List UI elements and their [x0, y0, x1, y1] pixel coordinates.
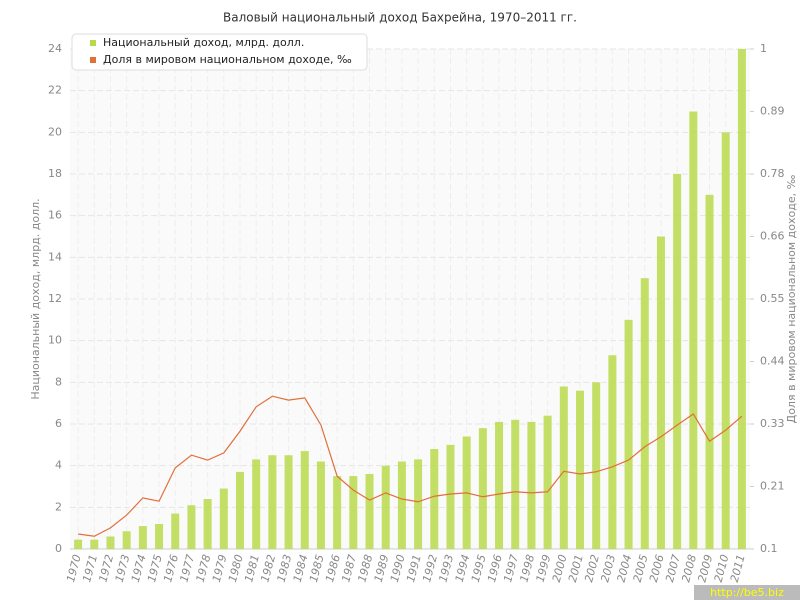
bar — [349, 476, 358, 549]
bar — [106, 536, 115, 549]
bar — [673, 174, 682, 549]
bar — [624, 319, 633, 549]
bar — [268, 455, 277, 549]
y-tick-label: 16 — [48, 209, 62, 222]
bar — [656, 236, 665, 549]
y2-tick-label: 0.33 — [760, 417, 785, 430]
watermark-bg — [694, 585, 800, 600]
bar — [155, 524, 164, 549]
y-tick-label: 6 — [55, 417, 62, 430]
y-tick-label: 14 — [48, 250, 62, 263]
chart-title: Валовый национальный доход Бахрейна, 197… — [223, 11, 577, 25]
bar — [300, 451, 309, 549]
bar — [90, 539, 99, 549]
y2-axis-label: Доля в мировом национальном доходе, ‰ — [785, 174, 798, 423]
bar — [608, 355, 617, 549]
bar — [559, 386, 568, 549]
legend: Национальный доход, млрд. долл. Доля в ми… — [71, 33, 368, 71]
y-tick-label: 18 — [48, 167, 62, 180]
bar — [171, 513, 180, 549]
bar — [495, 421, 504, 549]
bar — [333, 476, 342, 549]
bar — [721, 132, 730, 550]
bar — [397, 461, 406, 549]
y-tick-label: 24 — [48, 42, 62, 55]
bar — [219, 488, 228, 549]
bar — [511, 419, 520, 549]
y-axis-label: Национальный доход, млрд. долл. — [29, 198, 42, 399]
bar — [543, 415, 552, 549]
bar — [414, 459, 423, 549]
bar — [592, 382, 601, 549]
bar — [316, 461, 325, 549]
watermark: http://be5.biz — [710, 586, 784, 599]
bar — [74, 539, 83, 549]
y-tick-label: 20 — [48, 125, 62, 138]
bar — [705, 194, 714, 550]
legend-box — [71, 33, 368, 71]
y-tick-label: 0 — [55, 542, 62, 555]
bar — [689, 111, 698, 549]
y2-tick-label: 0.55 — [760, 292, 785, 305]
bar — [576, 390, 584, 549]
y-tick-label: 10 — [48, 334, 62, 347]
y2-tick-label: 0.89 — [760, 105, 785, 118]
bar — [187, 505, 196, 549]
legend-label: Национальный доход, млрд. долл. — [103, 36, 304, 49]
bar — [640, 278, 649, 549]
bar — [122, 531, 131, 549]
bar — [203, 499, 212, 549]
marks — [74, 49, 746, 550]
legend-label: Доля в мировом национальном доходе, ‰ — [103, 53, 352, 66]
bar — [446, 444, 455, 549]
y2-tick-label: 0.78 — [760, 167, 785, 180]
bar — [478, 428, 487, 549]
y2-tick-label: 1 — [760, 42, 767, 55]
bar — [365, 474, 374, 549]
bar — [236, 471, 244, 549]
y2-tick-label: 0.21 — [760, 480, 785, 493]
y-tick-label: 22 — [48, 84, 62, 97]
y2-tick-label: 0.66 — [760, 230, 785, 243]
bar — [737, 49, 746, 549]
line — [78, 395, 743, 537]
y-tick-label: 12 — [48, 292, 62, 305]
y-tick-label: 2 — [55, 500, 62, 513]
legend-swatch — [90, 57, 96, 63]
bar — [138, 526, 147, 549]
bar — [252, 459, 261, 549]
y2-tick-label: 0.1 — [760, 542, 778, 555]
bar — [284, 455, 293, 549]
bar — [381, 465, 390, 549]
y-tick-label: 8 — [55, 375, 62, 388]
bar — [430, 449, 439, 549]
legend-swatch — [90, 40, 96, 46]
bar — [527, 421, 536, 549]
y2-tick-label: 0.44 — [760, 355, 785, 368]
y-tick-label: 4 — [55, 459, 62, 472]
